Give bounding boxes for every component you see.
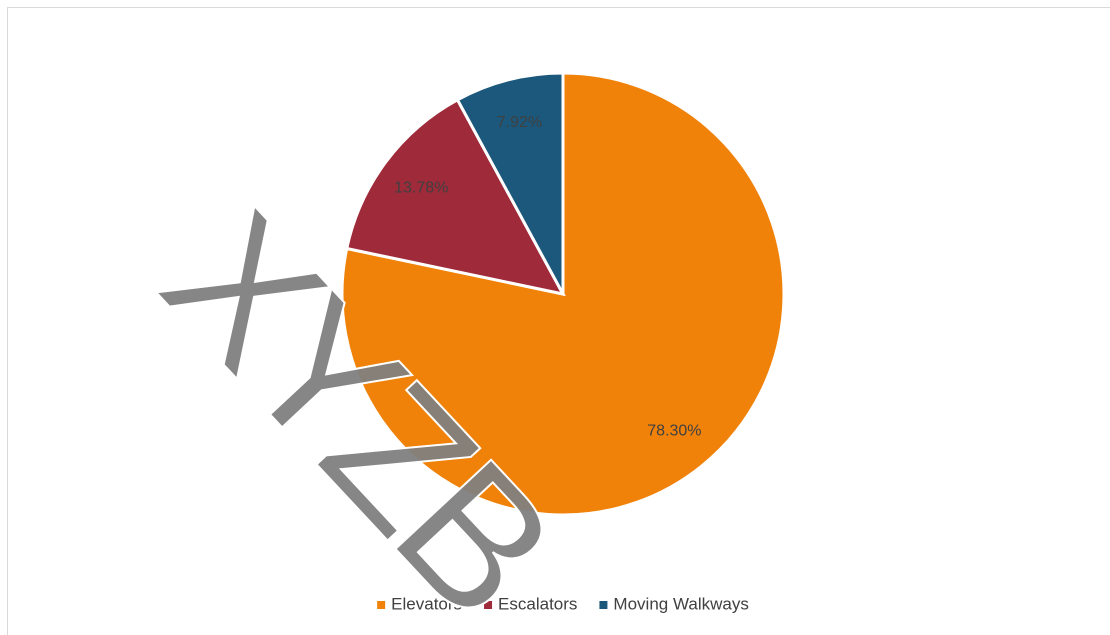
data-label: 78.30% <box>647 423 701 440</box>
pie-slice <box>344 97 566 297</box>
data-label: 7.92% <box>497 114 542 131</box>
legend-swatch <box>377 601 386 609</box>
legend-label: Escalators <box>498 594 577 613</box>
legend: Elevators Escalators Moving Walkways <box>377 594 749 613</box>
legend-label: Elevators <box>391 594 462 613</box>
pie: 78.30% 13.78% 7.92% <box>340 71 786 517</box>
legend-label: Moving Walkways <box>613 594 748 613</box>
pie-slice <box>455 71 565 295</box>
legend-swatch <box>484 601 493 609</box>
legend-swatch <box>599 601 608 609</box>
data-label: 13.78% <box>394 180 448 197</box>
